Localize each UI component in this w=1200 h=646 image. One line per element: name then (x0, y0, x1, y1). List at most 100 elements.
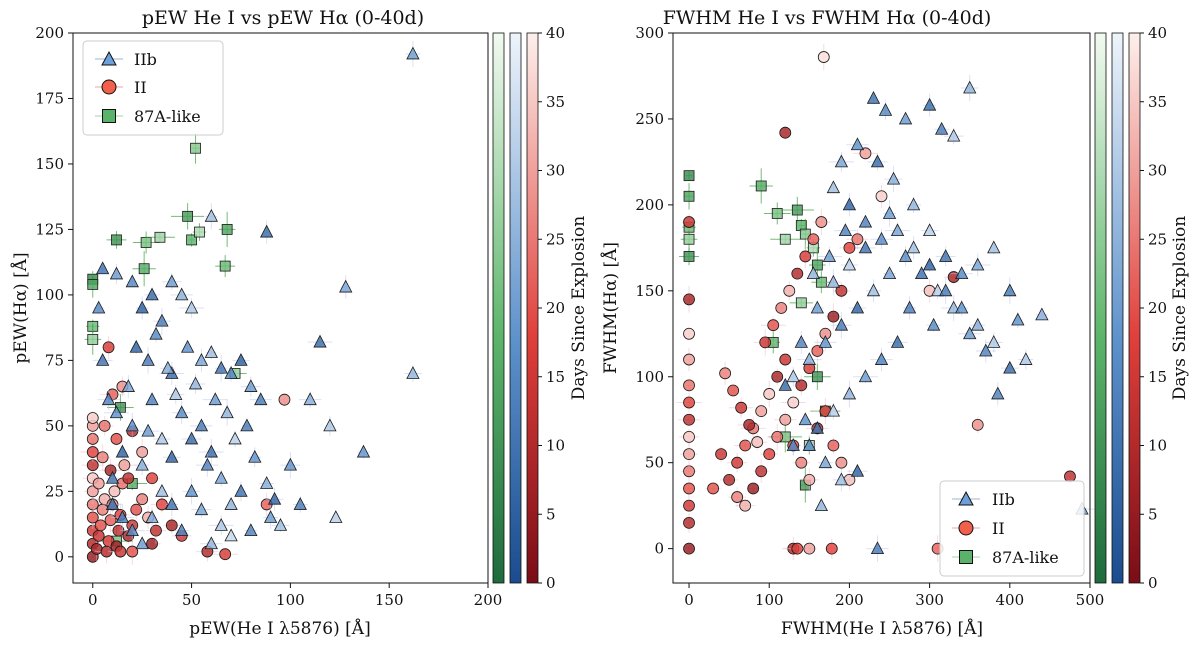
y-tick-label: 100 (635, 368, 664, 386)
data-point-circle (96, 451, 109, 464)
y-tick: 150 (35, 155, 73, 173)
right-colorbar-label: Days Since Explosion (1170, 216, 1190, 400)
y-tick: 175 (35, 89, 73, 107)
data-point-triangle (329, 510, 343, 523)
data-point-circle (875, 190, 888, 203)
right-colorbar-iib (1111, 32, 1124, 584)
data-point-triangle (194, 418, 209, 432)
y-tick: 50 (45, 417, 73, 435)
left-plot-points (80, 40, 422, 565)
data-point-triangle (938, 249, 953, 262)
left-x-ticks: 0 50 100 150 200 (88, 583, 502, 609)
data-point-circle (683, 413, 695, 426)
data-point-triangle (175, 405, 189, 419)
data-point-triangle (145, 392, 159, 406)
data-point-triangle (214, 360, 228, 374)
data-point-circle (743, 418, 756, 431)
data-point-triangle (818, 335, 833, 348)
data-point-triangle (806, 266, 820, 280)
data-point-triangle (165, 274, 179, 288)
data-point-circle (104, 514, 117, 527)
data-point-triangle (786, 438, 800, 451)
data-point-circle (799, 250, 812, 263)
colorbar-tick-label: 20 (546, 299, 565, 317)
data-point-circle (825, 542, 838, 555)
data-point-triangle (934, 121, 949, 135)
x-tick-label: 200 (474, 591, 503, 609)
x-tick: 500 (1076, 583, 1104, 609)
series-87a-like (679, 168, 841, 503)
right-x-axis-label: FWHM(He I λ5876) [Å] (781, 618, 983, 639)
data-point-triangle (778, 377, 792, 391)
data-point-square (219, 260, 231, 272)
data-point-circle (787, 396, 800, 409)
x-tick-label: 0 (684, 591, 694, 609)
data-point-square (811, 371, 823, 383)
data-point-triangle (273, 518, 288, 531)
data-point-circle (731, 456, 744, 469)
colorbar-tick-label: 35 (1148, 93, 1167, 111)
data-point-triangle (802, 438, 816, 451)
data-point-circle (827, 310, 840, 323)
y-tick-label: 175 (35, 89, 64, 107)
data-point-triangle (101, 392, 116, 406)
data-point-triangle (406, 46, 420, 60)
colorbar-tick: 40 (1140, 24, 1167, 42)
data-point-circle (811, 345, 824, 357)
data-point-circle (278, 393, 291, 406)
left-colorbar-ii (526, 32, 539, 584)
data-point-triangle (922, 97, 937, 111)
data-point-triangle (155, 483, 169, 497)
data-point-triangle (244, 379, 258, 392)
data-point-triangle (121, 379, 135, 392)
data-point-circle (707, 482, 719, 495)
data-point-square (87, 334, 99, 345)
data-point-circle (755, 465, 768, 478)
left-legend-label-iib: IIb (134, 50, 157, 69)
data-point-square (186, 234, 197, 246)
data-point-triangle (906, 197, 921, 211)
y-tick: 250 (635, 110, 673, 128)
right-chart-title: FWHM He I vs FWHM Hα (0-40d) (663, 7, 992, 29)
colorbar-tick-label: 35 (546, 93, 565, 111)
triangle-marker-icon (958, 490, 974, 506)
left-colorbar-87a (492, 32, 505, 584)
data-point-triangle (858, 369, 873, 383)
data-point-circle (104, 464, 117, 477)
data-point-circle (86, 511, 99, 524)
data-point-circle (146, 472, 158, 485)
data-point-triangle (971, 257, 985, 271)
data-point-triangle (135, 300, 149, 314)
left-legend-label-ii: II (134, 78, 147, 97)
y-tick-label: 150 (635, 282, 664, 300)
data-point-circle (165, 519, 178, 532)
data-point-square (190, 142, 201, 154)
data-point-circle (136, 493, 149, 506)
data-point-triangle (874, 231, 889, 245)
circle-marker-icon (101, 79, 117, 95)
y-tick: 0 (654, 540, 673, 558)
data-point-triangle (214, 470, 228, 484)
data-point-circle (783, 284, 796, 297)
colorbar-tick: 20 (538, 299, 565, 317)
triangle-marker-icon (101, 50, 117, 66)
data-point-triangle (858, 240, 873, 254)
data-point-triangle (786, 369, 800, 383)
colorbar-tick: 30 (1140, 162, 1167, 180)
right-legend-item-ii: II (952, 519, 1005, 538)
colorbar-tick: 0 (1140, 574, 1158, 592)
right-legend-label-iib: IIb (992, 490, 1015, 509)
data-point-triangle (244, 523, 258, 537)
data-point-triangle (208, 392, 222, 406)
x-tick: 100 (276, 583, 305, 609)
colorbar-tick: 10 (538, 437, 565, 455)
y-tick: 50 (645, 454, 673, 472)
data-point-circle (683, 396, 695, 409)
left-legend-label-87a: 87A-like (134, 107, 201, 126)
left-y-axis-label: pEW(Hα) [Å] (10, 252, 31, 363)
data-point-circle (723, 473, 736, 486)
data-point-triangle (878, 102, 893, 116)
left-colorbar-ticks: 0 5 10 15 20 25 30 35 40 (538, 24, 565, 592)
data-point-triangle (145, 510, 159, 523)
data-point-triangle (339, 279, 353, 293)
